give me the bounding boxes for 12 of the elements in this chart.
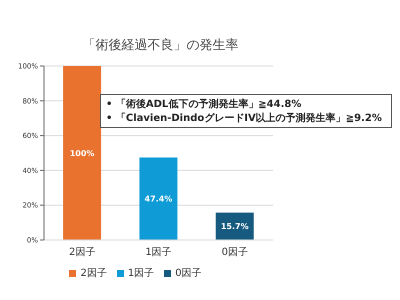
annotation: • 「Clavien-DindoグレードIV以上の予測発生率」≧9.2% — [106, 111, 383, 125]
x-tick-label: 0因子 — [222, 247, 248, 258]
chart-title: 「術後経過不良」の発生率 — [82, 37, 240, 54]
data-label: 47.4% — [144, 194, 172, 204]
x-tick-label: 1因子 — [145, 247, 172, 258]
legend-label: 2因子 — [80, 268, 107, 279]
data-label: 15.7% — [220, 222, 249, 232]
data-label: 100% — [70, 148, 94, 158]
legend-label: 0因子 — [175, 268, 202, 279]
x-tick-label: 2因子 — [68, 247, 96, 258]
legend-label: 1因子 — [128, 268, 154, 279]
annotation: • 「術後ADL低下の予測発生率」≧44.8% — [106, 97, 302, 111]
